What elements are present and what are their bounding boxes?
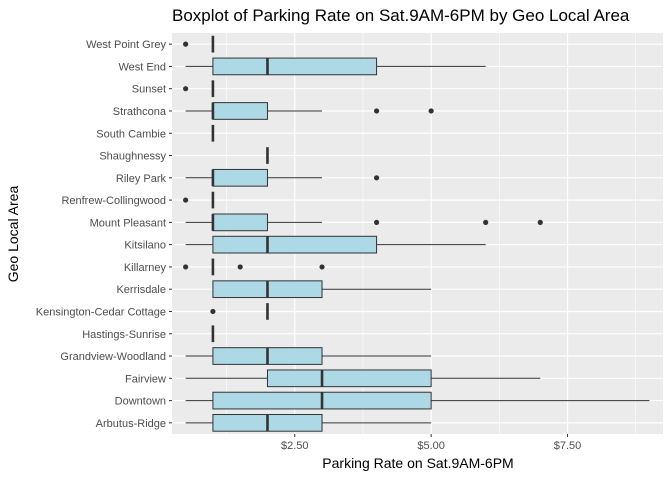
y-tick-label: Arbutus-Ridge xyxy=(96,418,166,430)
y-tick-label: West End xyxy=(119,61,167,73)
y-axis-title: Geo Local Area xyxy=(5,186,21,283)
y-tick-label: Kitsilano xyxy=(124,240,166,252)
y-tick-label: South Cambie xyxy=(96,128,166,140)
y-tick-label: Shaughnessy xyxy=(99,151,166,163)
box-body xyxy=(212,57,378,76)
outlier-point xyxy=(183,41,189,47)
y-tick-label: Kerrisdale xyxy=(116,284,166,296)
y-tick-label: Renfrew-Collingwood xyxy=(61,195,166,207)
box-body xyxy=(266,369,432,388)
x-tick-label: $2.50 xyxy=(281,440,309,452)
box-grandview-woodland xyxy=(185,347,432,365)
box-body xyxy=(212,235,378,254)
box-kerrisdale xyxy=(212,280,432,299)
box-kensington-cedar-cottage xyxy=(210,303,269,320)
outlier-point xyxy=(183,264,189,270)
box-west-end xyxy=(185,57,486,76)
box-fairview xyxy=(185,369,541,388)
plot-panel xyxy=(172,33,663,434)
x-tick-label: $7.50 xyxy=(554,440,582,452)
box-west-point-grey xyxy=(183,35,215,53)
box-strathcona xyxy=(185,102,434,120)
box-downtown xyxy=(185,391,650,410)
box-sunset xyxy=(183,80,215,98)
y-tick-label: Fairview xyxy=(125,373,166,385)
y-tick-label: Grandview-Woodland xyxy=(60,351,166,363)
box-mount-pleasant xyxy=(185,213,543,232)
outlier-point xyxy=(428,108,434,114)
outlier-point xyxy=(210,308,216,315)
box-renfrew-collingwood xyxy=(183,191,215,209)
y-tick-label: Mount Pleasant xyxy=(90,217,166,229)
outlier-point xyxy=(183,86,189,92)
x-axis-title: Parking Rate on Sat.9AM-6PM xyxy=(322,455,513,471)
y-tick-label: Strathcona xyxy=(113,106,167,118)
outlier-point xyxy=(319,264,325,270)
box-arbutus-ridge xyxy=(185,414,432,432)
outlier-point xyxy=(373,175,380,181)
y-tick-label: Kensington-Cedar Cottage xyxy=(36,306,166,318)
panel-background xyxy=(172,33,663,434)
y-axis: West Point Grey West End Sunset Strathcona S… xyxy=(36,39,172,430)
x-axis: $2.50 $5.00 $7.50 xyxy=(281,434,581,452)
y-tick-label: Killarney xyxy=(124,262,167,274)
outlier-point xyxy=(183,197,189,203)
box-riley-park xyxy=(185,168,380,187)
outlier-point xyxy=(237,264,243,270)
box-body xyxy=(212,213,268,232)
y-tick-label: Riley Park xyxy=(116,173,167,185)
outlier-point xyxy=(483,219,489,225)
y-tick-label: Sunset xyxy=(132,84,166,96)
chart-title: Boxplot of Parking Rate on Sat.9AM-6PM b… xyxy=(172,6,630,25)
outlier-point xyxy=(373,219,380,225)
box-killarney xyxy=(183,258,325,276)
y-tick-label: Hastings-Sunrise xyxy=(82,329,166,341)
x-tick-label: $5.00 xyxy=(417,440,445,452)
box-body xyxy=(212,168,268,187)
outlier-point xyxy=(537,219,543,225)
outlier-point xyxy=(373,108,380,114)
y-tick-label: Downtown xyxy=(115,396,166,408)
box-kitsilano xyxy=(185,235,486,254)
box-marks xyxy=(183,35,650,432)
y-tick-label: West Point Grey xyxy=(86,39,166,51)
box-body xyxy=(212,102,268,120)
